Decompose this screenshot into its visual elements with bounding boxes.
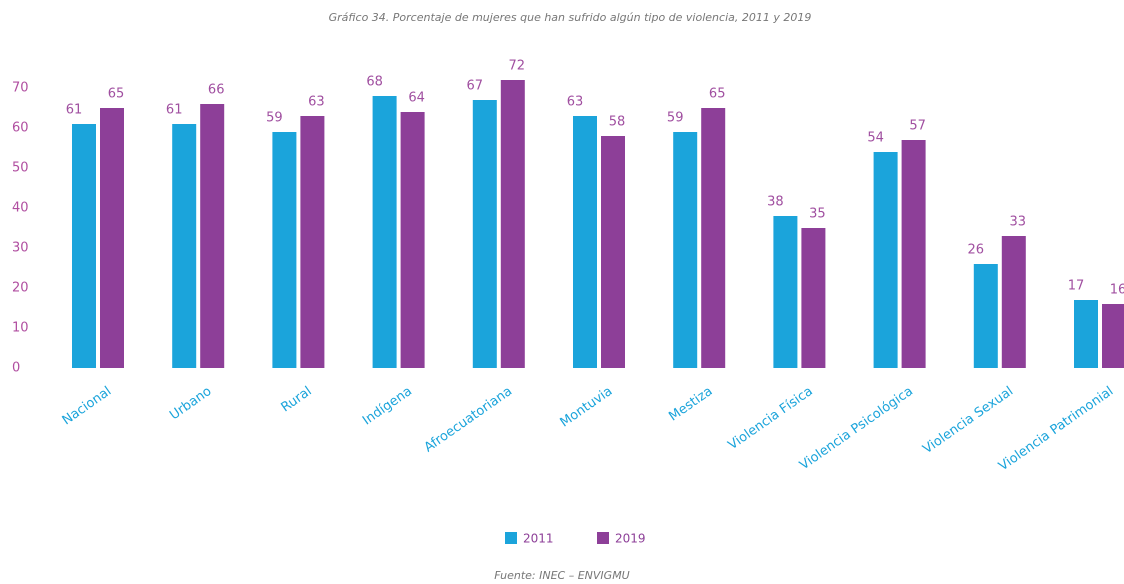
x-tick-label: Violencia Física (726, 384, 816, 453)
bar (372, 96, 397, 368)
legend-label: 2011 (523, 532, 554, 546)
bar (200, 104, 225, 368)
source: Fuente: INEC – ENVIGMU (494, 569, 630, 582)
bar (472, 100, 497, 368)
x-tick-label: Montuvia (558, 384, 616, 431)
bar (300, 116, 325, 368)
value-label: 57 (909, 119, 926, 134)
bar (72, 124, 96, 368)
value-label: 16 (1110, 283, 1124, 298)
bar (500, 80, 525, 368)
bar (873, 152, 898, 368)
bar (272, 132, 297, 368)
value-label: 61 (66, 103, 83, 118)
y-tick-label: 70 (12, 81, 29, 96)
value-label: 65 (108, 87, 125, 102)
value-label: 68 (366, 75, 383, 90)
y-tick-label: 0 (12, 361, 20, 376)
value-label: 61 (166, 103, 183, 118)
y-tick-label: 40 (12, 201, 29, 216)
bar (1001, 236, 1026, 368)
y-tick-label: 60 (12, 121, 29, 136)
x-tick-label: Afroecuatoriana (422, 384, 515, 456)
bar (1074, 300, 1098, 368)
legend-swatch (505, 532, 517, 544)
y-tick-label: 10 (12, 321, 29, 336)
value-label: 59 (667, 111, 684, 126)
x-tick-label: Violencia Sexual (920, 384, 1016, 457)
value-label: 35 (809, 207, 826, 222)
bar (701, 108, 726, 368)
bar (100, 108, 124, 368)
value-label: 54 (867, 131, 884, 146)
value-label: 72 (509, 59, 526, 74)
chart-title: Gráfico 34. Porcentaje de mujeres que ha… (329, 11, 812, 24)
bar (601, 136, 625, 368)
value-label: 63 (308, 95, 325, 110)
value-label: 59 (266, 111, 283, 126)
value-label: 26 (968, 243, 985, 258)
x-tick-label: Mestiza (666, 384, 715, 425)
x-tick-label: Violencia Psicológica (797, 384, 916, 473)
x-tick-label: Nacional (60, 384, 115, 429)
value-label: 64 (408, 91, 425, 106)
x-tick-label: Indígena (360, 384, 415, 429)
bar (973, 264, 998, 368)
bar (573, 116, 597, 368)
x-tick-label: Urbano (167, 384, 214, 423)
value-label: 66 (208, 83, 225, 98)
bar (172, 124, 197, 368)
bar (400, 112, 425, 368)
value-label: 65 (709, 87, 726, 102)
legend-swatch (597, 532, 609, 544)
x-tick-label: Rural (279, 384, 315, 416)
bar (901, 140, 926, 368)
bar (801, 228, 826, 368)
y-tick-label: 30 (12, 241, 29, 256)
value-label: 67 (467, 79, 484, 94)
value-label: 58 (609, 115, 626, 130)
y-tick-label: 20 (12, 281, 29, 296)
bar (673, 132, 698, 368)
bar (1102, 304, 1124, 368)
value-label: 33 (1010, 215, 1027, 230)
legend-label: 2019 (615, 532, 646, 546)
y-tick-label: 50 (12, 161, 29, 176)
value-label: 38 (767, 195, 784, 210)
bar (773, 216, 798, 368)
value-label: 63 (567, 95, 584, 110)
value-label: 17 (1068, 279, 1085, 294)
